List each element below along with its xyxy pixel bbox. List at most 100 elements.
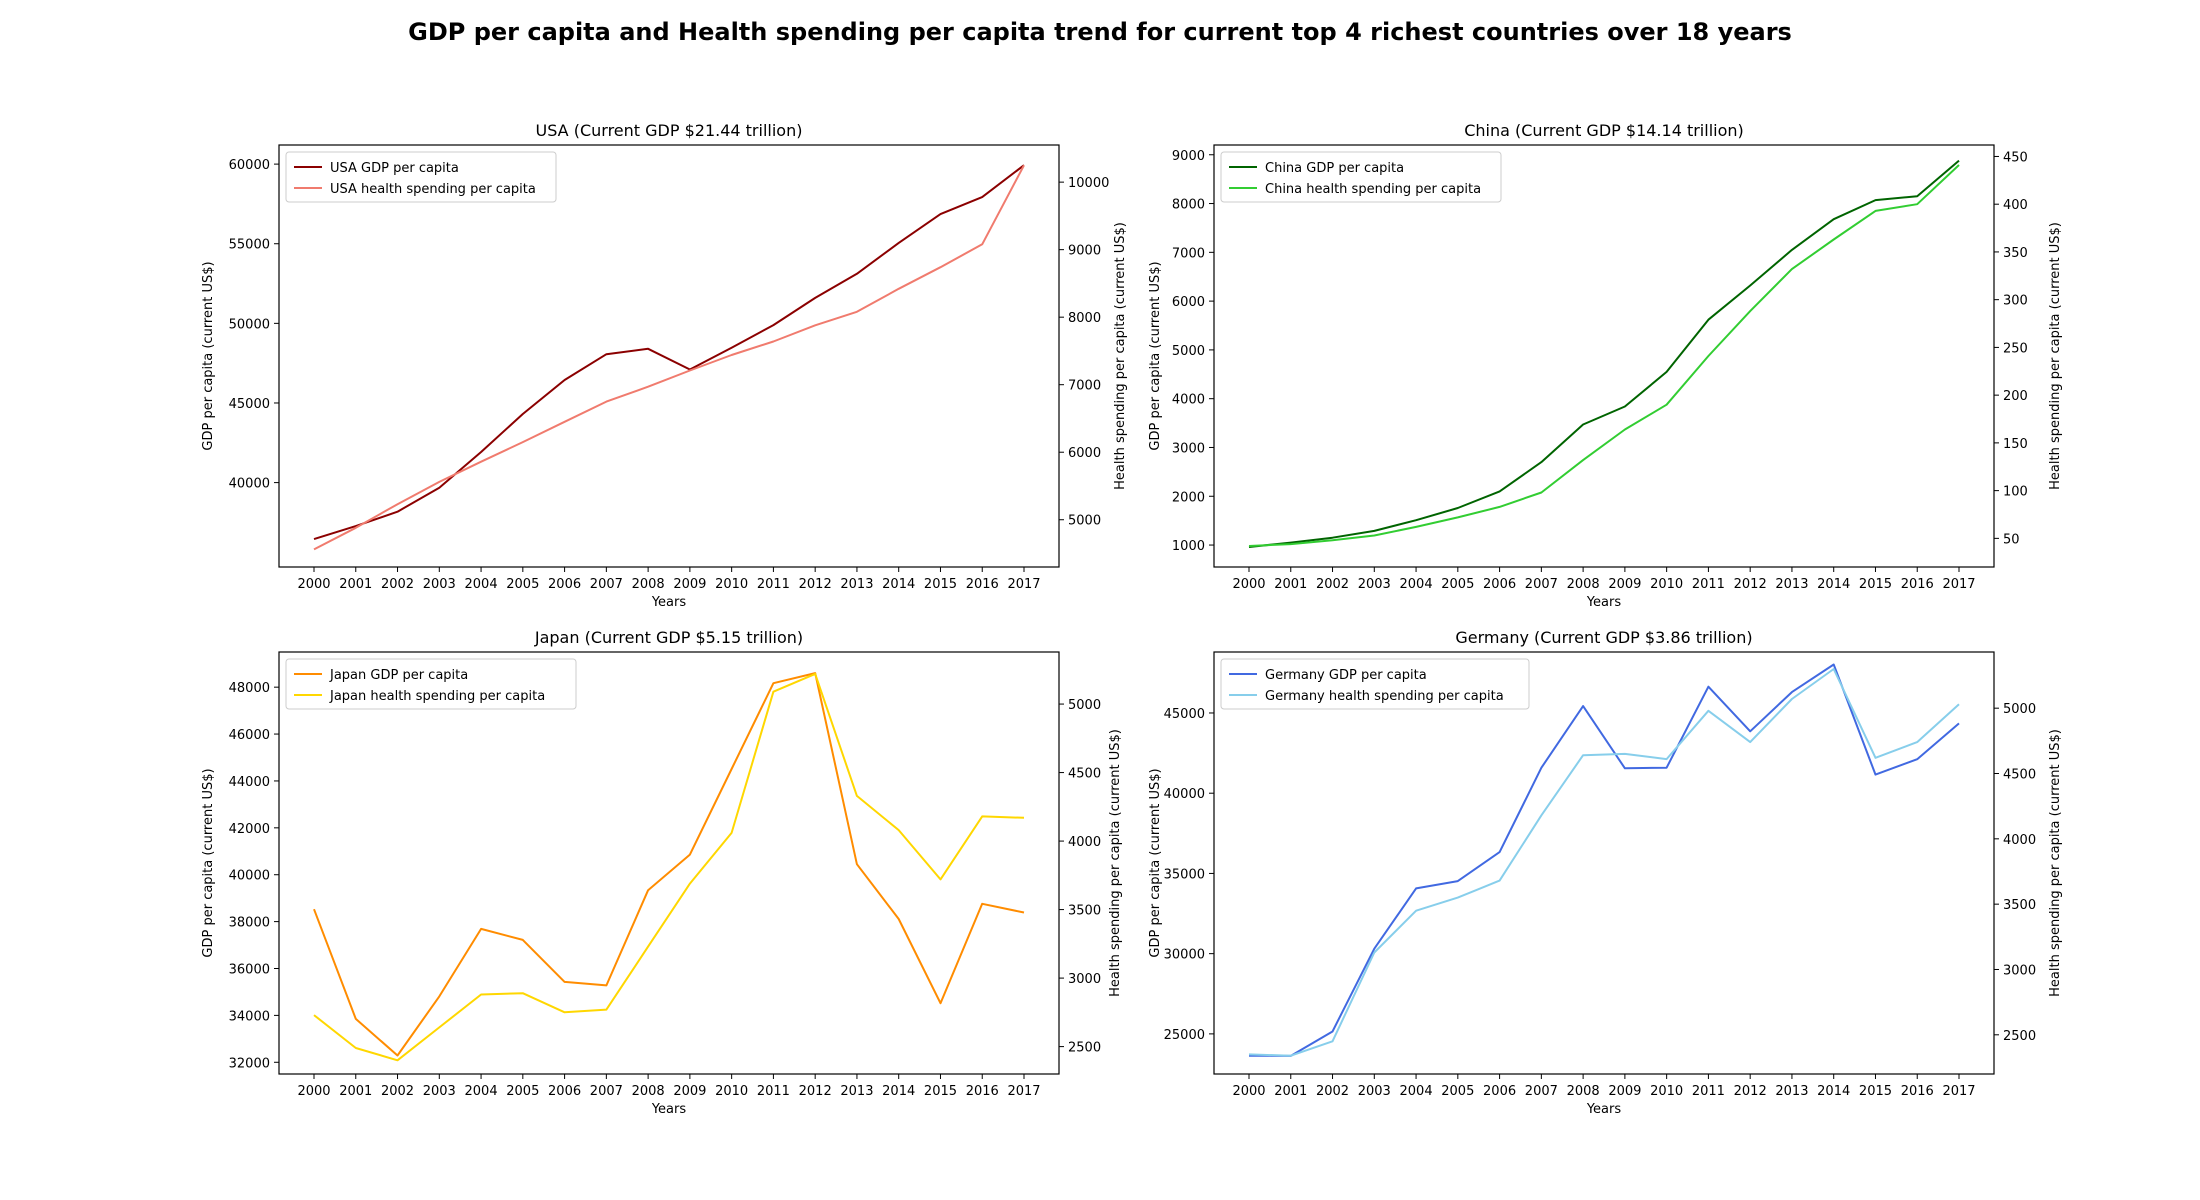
x-tick-label: 2007 — [1525, 577, 1558, 592]
y-left-tick-label: 45000 — [229, 397, 270, 412]
x-tick-label: 2005 — [1441, 1084, 1474, 1099]
x-tick-label: 2011 — [1692, 577, 1725, 592]
y-right-tick-label: 4500 — [2003, 768, 2036, 783]
y-right-tick-label: 9000 — [1068, 244, 1101, 259]
y-right-tick-label: 100 — [2003, 485, 2028, 500]
series-line-1 — [1248, 668, 1960, 1057]
y-right-tick-label: 150 — [2003, 437, 2028, 452]
x-tick-label: 2017 — [1007, 577, 1040, 592]
y-right-tick-label: 3500 — [1068, 904, 1101, 919]
y-left-tick-label: 4000 — [1172, 393, 1205, 408]
y-right-tick-label: 450 — [2003, 150, 2028, 165]
x-tick-label: 2009 — [673, 577, 706, 592]
x-tick-label: 2016 — [966, 1084, 999, 1099]
y-right-tick-label: 4000 — [1068, 835, 1101, 850]
series-line-0 — [1248, 159, 1960, 548]
y-left-tick-label: 40000 — [1164, 787, 1205, 802]
plot-frame — [1213, 651, 1995, 1075]
y-left-tick-label: 30000 — [1164, 948, 1205, 963]
y-right-tick-label: 3000 — [2003, 963, 2036, 978]
y-left-axis-label: GDP per capita (current US$) — [201, 768, 216, 957]
x-tick-label: 2012 — [799, 577, 832, 592]
x-tick-label: 2009 — [1608, 577, 1641, 592]
y-left-tick-label: 34000 — [229, 1009, 270, 1024]
y-left-tick-label: 9000 — [1172, 149, 1205, 164]
y-right-axis-label: Health spending per capita (current US$) — [2048, 222, 2063, 490]
y-left-tick-label: 25000 — [1164, 1028, 1205, 1043]
x-tick-label: 2010 — [1650, 1084, 1683, 1099]
legend-box — [1220, 151, 1502, 203]
x-tick-label: 2010 — [715, 577, 748, 592]
x-tick-label: 2008 — [632, 577, 665, 592]
x-tick-label: 2015 — [924, 1084, 957, 1099]
plot-frame — [278, 651, 1060, 1075]
legend-label: Germany health spending per capita — [1265, 689, 1504, 704]
y-right-tick-label: 3000 — [1068, 972, 1101, 987]
x-tick-label: 2008 — [632, 1084, 665, 1099]
y-left-tick-label: 2000 — [1172, 490, 1205, 505]
x-tick-label: 2007 — [590, 577, 623, 592]
x-tick-label: 2006 — [548, 577, 581, 592]
x-tick-label: 2016 — [1901, 1084, 1934, 1099]
legend-box — [285, 658, 577, 710]
y-right-tick-label: 8000 — [1068, 311, 1101, 326]
y-left-axis-label: GDP per capita (current US$) — [1148, 261, 1163, 450]
series-line-0 — [313, 672, 1025, 1057]
figure-title: GDP per capita and Health spending per c… — [408, 18, 1792, 46]
legend-label: Japan GDP per capita — [329, 668, 468, 683]
x-tick-label: 2012 — [1734, 577, 1767, 592]
x-tick-label: 2000 — [1232, 577, 1265, 592]
x-tick-label: 2000 — [1232, 1084, 1265, 1099]
series-line-0 — [313, 164, 1025, 541]
x-tick-label: 2003 — [1358, 577, 1391, 592]
x-tick-label: 2002 — [1316, 1084, 1349, 1099]
y-right-tick-label: 350 — [2003, 246, 2028, 261]
x-tick-label: 2009 — [1608, 1084, 1641, 1099]
subplot-1: China (Current GDP $14.14 trillion) 2000 2… — [1148, 121, 2063, 610]
x-tick-label: 2016 — [966, 577, 999, 592]
y-left-tick-label: 6000 — [1172, 295, 1205, 310]
y-left-tick-label: 32000 — [229, 1056, 270, 1071]
subplot-title: USA (Current GDP $21.44 trillion) — [536, 121, 803, 140]
y-right-tick-label: 5000 — [1068, 514, 1101, 529]
legend-label: China GDP per capita — [1265, 161, 1404, 176]
legend-box — [1220, 658, 1530, 710]
x-tick-label: 2011 — [757, 1084, 790, 1099]
y-left-axis-label: GDP per capita (current US$) — [201, 261, 216, 450]
x-tick-label: 2008 — [1567, 1084, 1600, 1099]
y-left-tick-label: 46000 — [229, 728, 270, 743]
plot-frame — [278, 144, 1060, 568]
y-left-tick-label: 40000 — [229, 869, 270, 884]
y-left-tick-label: 5000 — [1172, 344, 1205, 359]
x-axis-label: Years — [1586, 595, 1622, 610]
y-left-tick-label: 50000 — [229, 317, 270, 332]
x-tick-label: 2011 — [757, 577, 790, 592]
x-tick-label: 2014 — [1817, 1084, 1850, 1099]
x-tick-label: 2001 — [339, 1084, 372, 1099]
x-tick-label: 2001 — [1274, 577, 1307, 592]
y-left-tick-label: 8000 — [1172, 198, 1205, 213]
x-tick-label: 2007 — [590, 1084, 623, 1099]
x-tick-label: 2004 — [1400, 577, 1433, 592]
y-left-tick-label: 45000 — [1164, 707, 1205, 722]
y-right-tick-label: 6000 — [1068, 446, 1101, 461]
y-left-tick-label: 7000 — [1172, 246, 1205, 261]
x-tick-label: 2014 — [882, 1084, 915, 1099]
y-left-tick-label: 55000 — [229, 238, 270, 253]
legend-label: China health spending per capita — [1265, 182, 1481, 197]
series-line-1 — [313, 164, 1025, 551]
x-tick-label: 2003 — [1358, 1084, 1391, 1099]
x-axis-label: Years — [651, 595, 687, 610]
y-right-tick-label: 250 — [2003, 341, 2028, 356]
y-right-tick-label: 2500 — [1068, 1041, 1101, 1056]
x-axis-label: Years — [1586, 1102, 1622, 1117]
y-left-tick-label: 36000 — [229, 963, 270, 978]
legend-label: USA GDP per capita — [330, 161, 459, 176]
y-right-tick-label: 5000 — [1068, 698, 1101, 713]
x-tick-label: 2017 — [1942, 577, 1975, 592]
x-tick-label: 2010 — [715, 1084, 748, 1099]
y-right-tick-label: 10000 — [1068, 176, 1109, 191]
y-right-tick-label: 300 — [2003, 294, 2028, 309]
y-right-tick-label: 400 — [2003, 198, 2028, 213]
